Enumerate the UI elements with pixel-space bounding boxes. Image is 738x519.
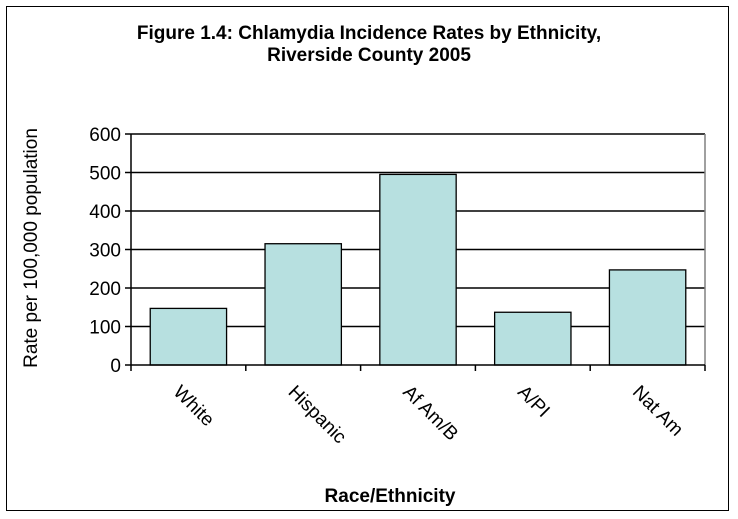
bar-af-am-b (379, 173, 457, 366)
y-tick-label-500: 500 (89, 164, 121, 185)
y-tick-label-600: 600 (89, 125, 121, 146)
y-tick-label-200: 200 (89, 279, 121, 300)
x-tick-label-white: White (169, 382, 218, 431)
chart-title-line-1: Figure 1.4: Chlamydia Incidence Rates by… (136, 23, 602, 44)
x-tick-label-nat-am: Nat Am (628, 382, 687, 441)
bar-hispanic (264, 243, 343, 366)
chart-title-line-2: Riverside County 2005 (267, 45, 471, 66)
x-tick-label-hispanic: Hispanic (284, 382, 350, 448)
chart-title: Figure 1.4: Chlamydia Incidence Rates by… (0, 23, 738, 67)
y-tick-label-400: 400 (89, 202, 121, 223)
bar-nat-am (608, 269, 687, 366)
bar-white (149, 307, 228, 366)
x-tick-label-af-am-b: Af Am/B (398, 382, 461, 445)
x-tick-label-a-pi: A/PI (513, 382, 553, 422)
y-tick-label-0: 0 (110, 356, 121, 377)
y-tick-label-100: 100 (89, 318, 121, 339)
x-axis-label: Race/Ethnicity (325, 486, 456, 507)
bar-a-pi (493, 311, 572, 366)
axes (125, 133, 706, 371)
y-tick-labels: 0 100 200 300 400 500 600 (89, 125, 121, 377)
y-axis-label: Rate per 100,000 population (21, 128, 42, 368)
bars (149, 173, 687, 366)
chart-frame (6, 6, 729, 511)
x-tick-labels: White Hispanic Af Am/B A/PI Nat Am (169, 382, 687, 448)
y-tick-label-300: 300 (89, 241, 121, 262)
